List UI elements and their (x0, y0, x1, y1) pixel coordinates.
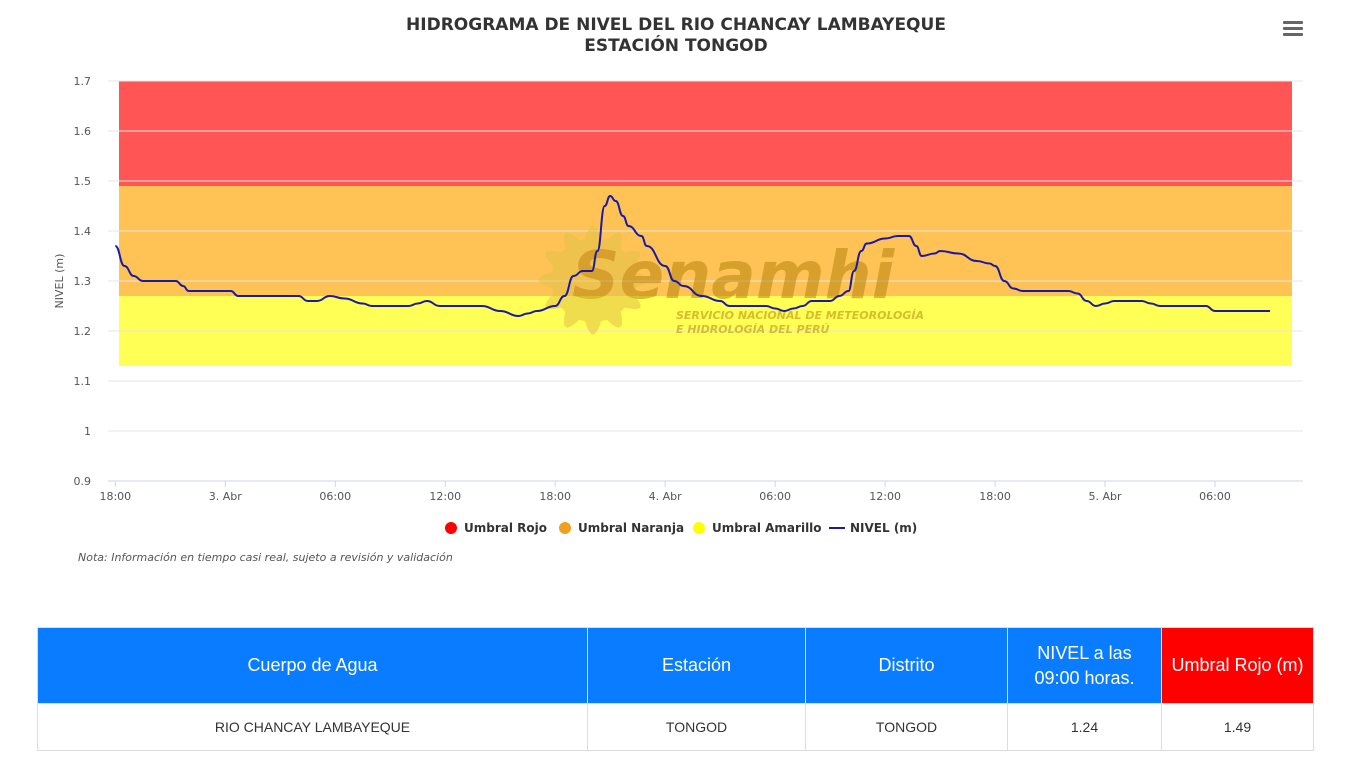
legend: Umbral Rojo Umbral Naranja Umbral Amarillo… (445, 521, 917, 535)
watermark-line-2: E HIDROLOGÍA DEL PERÚ (676, 323, 830, 336)
sun-ray (584, 319, 602, 335)
y-tick-label: 0.9 (74, 475, 92, 488)
header-red-threshold: Umbral Rojo (m) (1161, 627, 1314, 704)
chart-title-line-2: ESTACIÓN TONGOD (584, 34, 767, 56)
cell-station: TONGOD (587, 703, 806, 751)
sun-ray (604, 309, 623, 328)
x-tick-label: 4. Abr (649, 490, 682, 503)
sun-ray (545, 291, 564, 310)
y-tick-label: 1 (84, 425, 91, 438)
y-tick-label: 1.2 (74, 325, 92, 338)
series-layer (114, 195, 1270, 317)
sun-ray (622, 291, 641, 310)
sun-disc (551, 238, 635, 322)
sun-ray (584, 225, 602, 241)
sun-ray (563, 232, 582, 251)
y-tick-label: 1.5 (74, 175, 92, 188)
y-tick-label: 1.4 (74, 225, 92, 238)
legend-item-label: Umbral Amarillo (712, 521, 822, 535)
menu-bar (1283, 33, 1303, 36)
header-water-body: Cuerpo de Agua (37, 627, 588, 704)
x-tick-label: 3. Abr (209, 490, 242, 503)
watermark-brand-text: Senamhi (572, 237, 896, 314)
menu-bar (1283, 27, 1303, 30)
hydrograph-chart: Senamhi SERVICIO NACIONAL DE METEOROLOGÍA… (53, 15, 1303, 535)
x-tick-label: 18:00 (99, 490, 131, 503)
legend-symbol (693, 522, 705, 534)
sun-ray (563, 309, 582, 328)
x-tick-label: 06:00 (759, 490, 791, 503)
axes: 0.9 1 1.1 1.2 1.3 1.4 1.5 1.6 1.7 18:00 3. Abr 06:0… (74, 75, 1303, 503)
hamburger-menu-icon[interactable] (1281, 18, 1305, 40)
cell-level: 1.24 (1007, 703, 1162, 751)
sun-ray (622, 250, 641, 269)
legend-symbol (559, 522, 571, 534)
x-tick-label: 06:00 (319, 490, 351, 503)
legend-item-label: Umbral Rojo (464, 521, 547, 535)
legend-item-label: NIVEL (m) (850, 521, 917, 535)
x-tick-label: 18:00 (979, 490, 1011, 503)
table-header-row: Cuerpo de Agua Estación Distrito NIVEL a… (37, 627, 1314, 704)
legend-item-label: Umbral Naranja (578, 521, 684, 535)
cell-district: TONGOD (805, 703, 1008, 751)
y-tick-label: 1.1 (74, 375, 92, 388)
y-tick-label: 1.3 (74, 275, 92, 288)
header-district: Distrito (805, 627, 1008, 704)
y-tick-label: 1.7 (74, 75, 92, 88)
x-tick-label: 5. Abr (1089, 490, 1122, 503)
menu-bar (1283, 21, 1303, 24)
header-station: Estación (587, 627, 806, 704)
series-line-nivel (114, 195, 1270, 317)
table-row: RIO CHANCAY LAMBAYEQUE TONGOD TONGOD 1.2… (37, 703, 1314, 751)
sun-ray (632, 271, 648, 289)
legend-symbol (445, 522, 457, 534)
band-umbral-rojo (119, 81, 1292, 186)
x-tick-label: 12:00 (429, 490, 461, 503)
y-axis-title: NIVEL (m) (53, 254, 66, 309)
x-tick-label: 06:00 (1199, 490, 1231, 503)
header-level: NIVEL a las 09:00 horas. (1007, 627, 1162, 704)
sun-ray (604, 232, 623, 251)
band-umbral-naranja (119, 186, 1292, 296)
x-tick-label: 12:00 (869, 490, 901, 503)
sun-ray (545, 250, 564, 269)
cell-red-threshold: 1.49 (1161, 703, 1314, 751)
sun-ray (538, 271, 554, 289)
chart-note: Nota: Información en tiempo casi real, s… (78, 551, 453, 564)
x-tick-label: 18:00 (539, 490, 571, 503)
chart-title-line-1: HIDROGRAMA DE NIVEL DEL RIO CHANCAY LAMB… (406, 15, 946, 35)
y-tick-label: 1.6 (74, 125, 92, 138)
station-table: Cuerpo de Agua Estación Distrito NIVEL a… (37, 627, 1314, 751)
watermark-line-1: SERVICIO NACIONAL DE METEOROLOGÍA (676, 309, 924, 322)
cell-water-body: RIO CHANCAY LAMBAYEQUE (37, 703, 588, 751)
